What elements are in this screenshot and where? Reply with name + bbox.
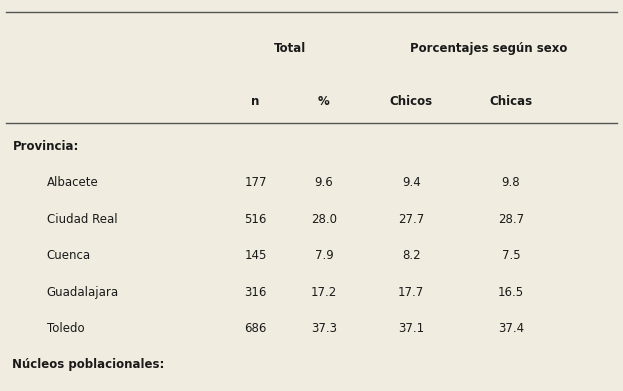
Text: Ciudad Real: Ciudad Real bbox=[47, 213, 117, 226]
Text: 37.3: 37.3 bbox=[311, 322, 337, 335]
Text: 8.2: 8.2 bbox=[402, 249, 421, 262]
Text: 9.8: 9.8 bbox=[502, 176, 520, 190]
Text: 316: 316 bbox=[244, 285, 267, 299]
Text: Chicos: Chicos bbox=[389, 95, 433, 108]
Text: 145: 145 bbox=[244, 249, 267, 262]
Text: Chicas: Chicas bbox=[489, 95, 533, 108]
Text: 177: 177 bbox=[244, 176, 267, 190]
Text: Albacete: Albacete bbox=[47, 176, 98, 190]
Text: Núcleos poblacionales:: Núcleos poblacionales: bbox=[12, 358, 165, 371]
Text: Porcentajes según sexo: Porcentajes según sexo bbox=[411, 42, 568, 56]
Text: 17.2: 17.2 bbox=[311, 285, 337, 299]
Text: Toledo: Toledo bbox=[47, 322, 84, 335]
Text: 7.5: 7.5 bbox=[502, 249, 520, 262]
Text: Cuenca: Cuenca bbox=[47, 249, 91, 262]
Text: 9.6: 9.6 bbox=[315, 176, 333, 190]
Text: %: % bbox=[318, 95, 330, 108]
Text: 686: 686 bbox=[244, 322, 267, 335]
Text: 9.4: 9.4 bbox=[402, 176, 421, 190]
Text: Guadalajara: Guadalajara bbox=[47, 285, 119, 299]
Text: 16.5: 16.5 bbox=[498, 285, 524, 299]
Text: 27.7: 27.7 bbox=[398, 213, 424, 226]
Text: Provincia:: Provincia: bbox=[12, 140, 79, 153]
Text: 28.0: 28.0 bbox=[311, 213, 337, 226]
Text: 17.7: 17.7 bbox=[398, 285, 424, 299]
Text: n: n bbox=[251, 95, 260, 108]
Text: Total: Total bbox=[273, 42, 306, 56]
Text: 7.9: 7.9 bbox=[315, 249, 333, 262]
Text: 28.7: 28.7 bbox=[498, 213, 524, 226]
Text: 37.4: 37.4 bbox=[498, 322, 524, 335]
Text: 516: 516 bbox=[244, 213, 267, 226]
Text: 37.1: 37.1 bbox=[398, 322, 424, 335]
